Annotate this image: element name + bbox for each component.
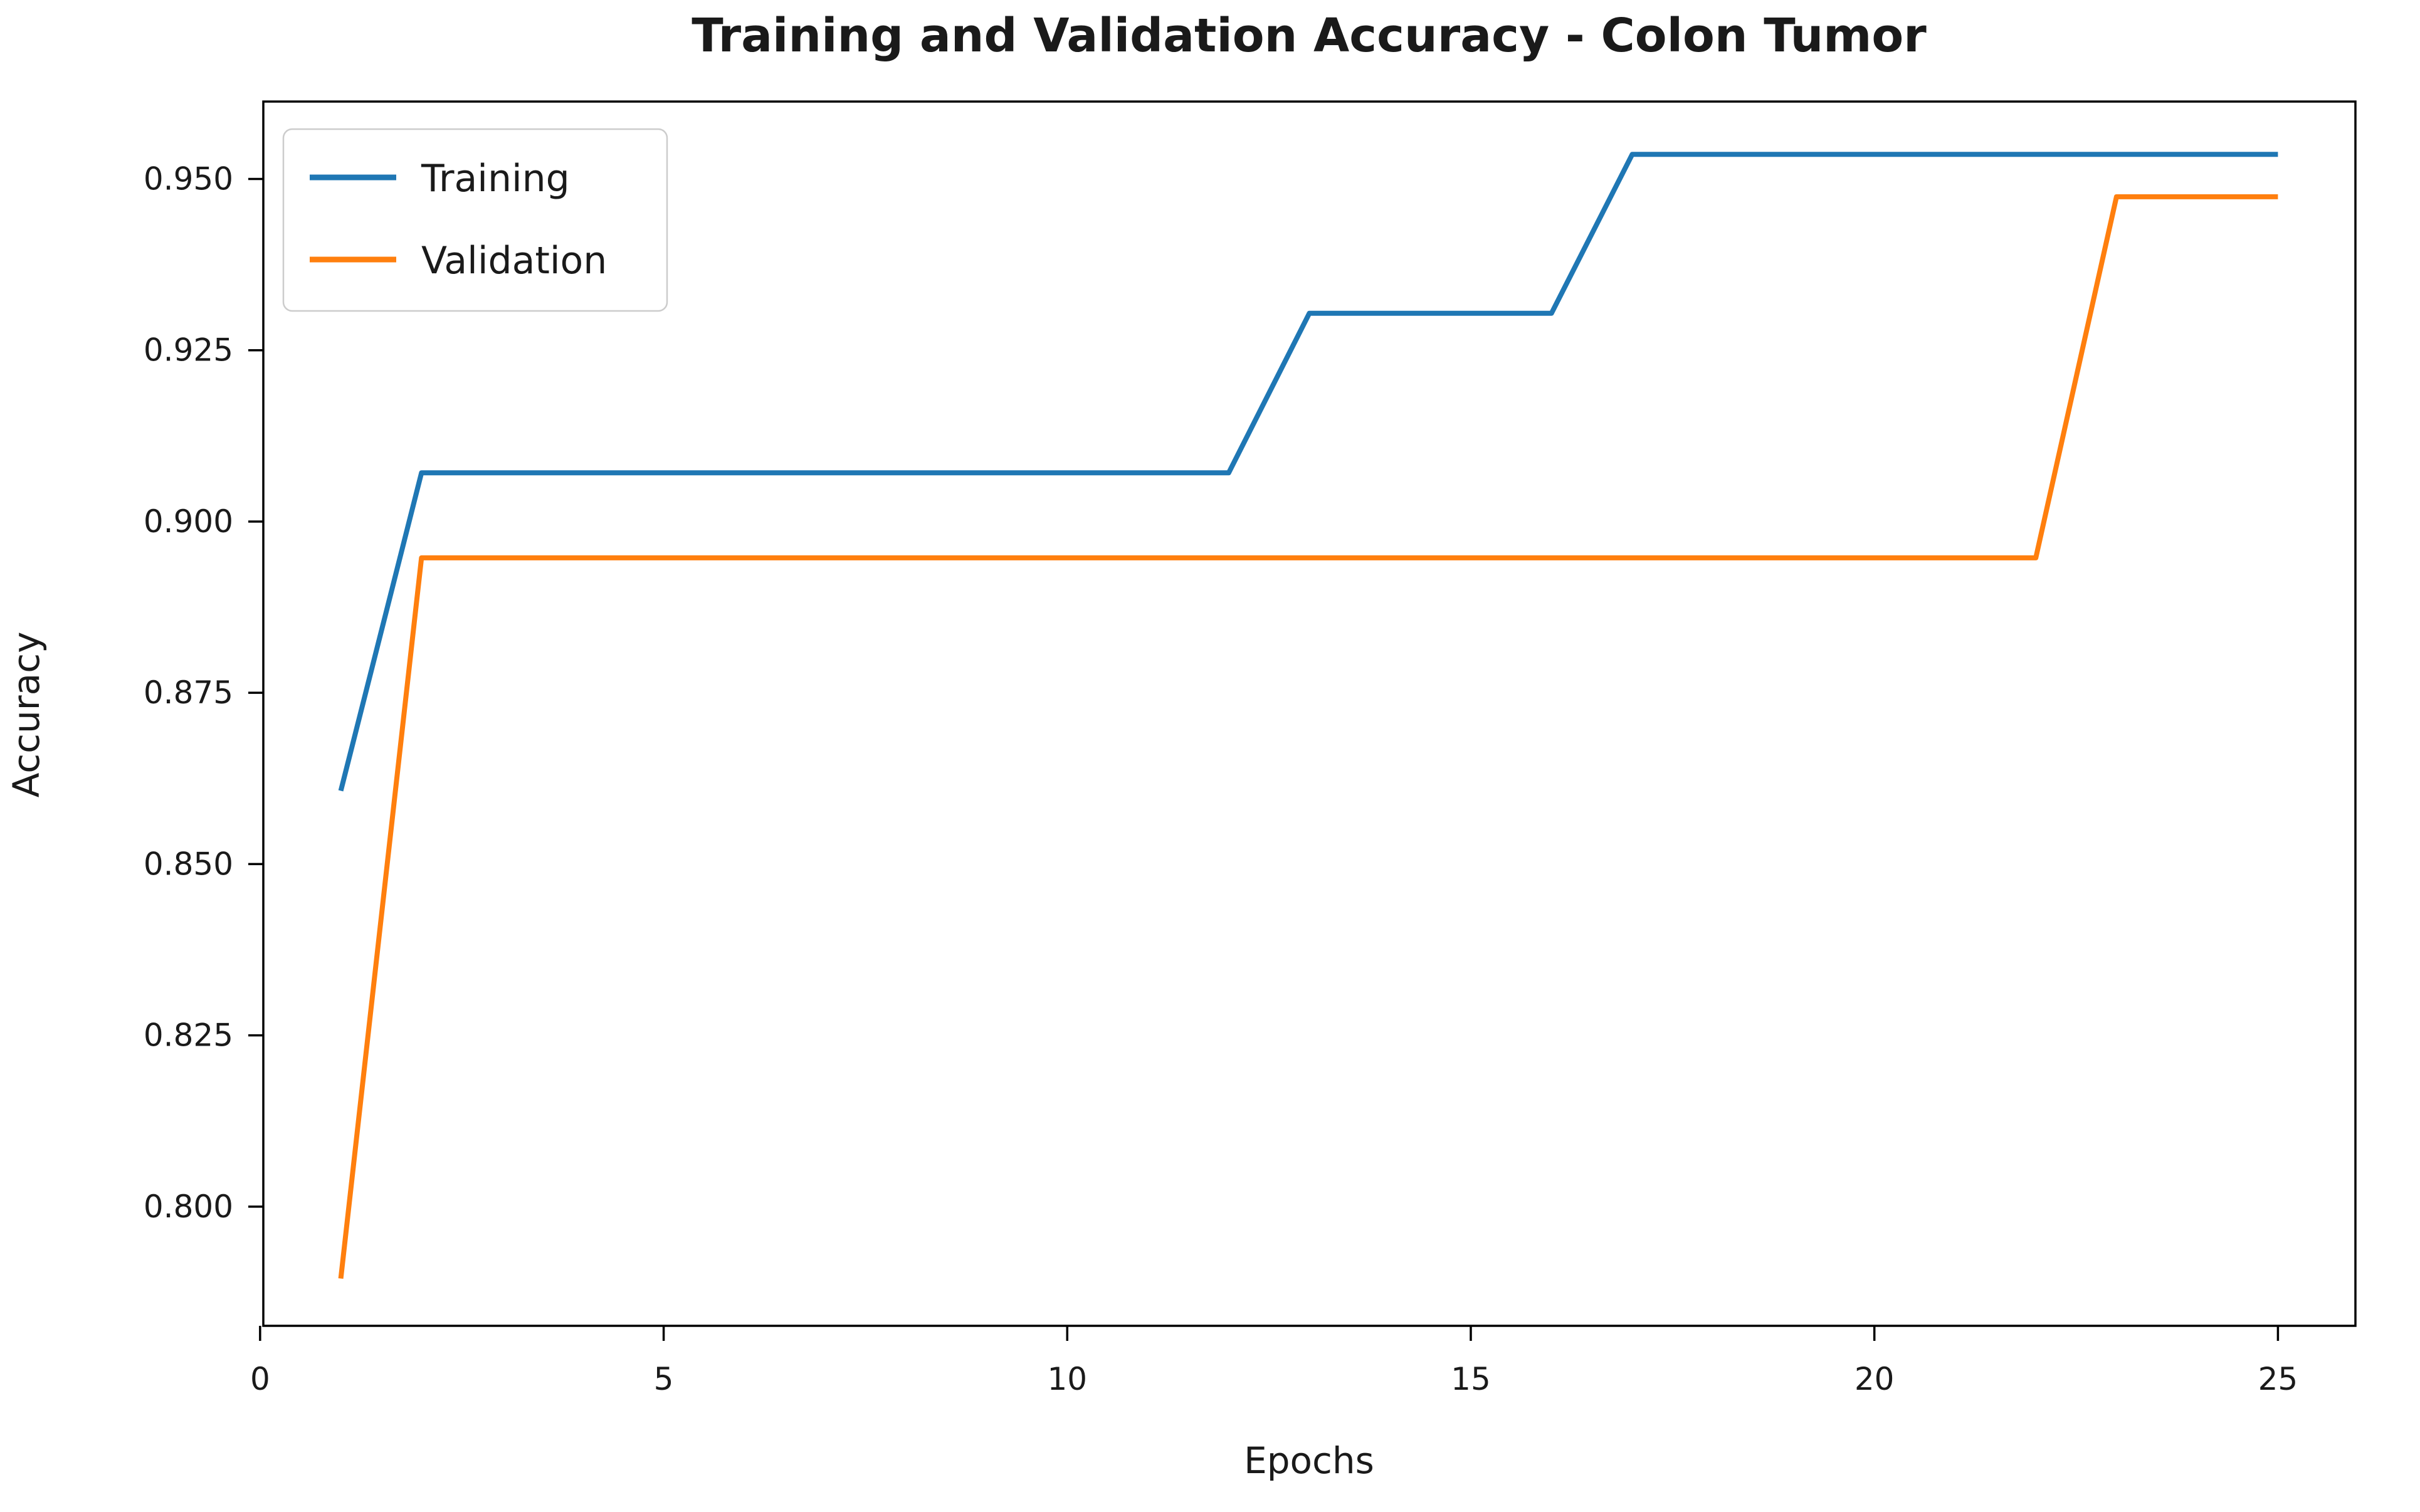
legend: Training Validation bbox=[282, 128, 668, 312]
validation-legend-label: Validation bbox=[421, 239, 607, 283]
y-tick-label-0.825: 0.825 bbox=[144, 1017, 233, 1054]
legend-entry-validation: Validation bbox=[310, 239, 607, 283]
x-tick-label-25: 25 bbox=[2258, 1361, 2298, 1397]
y-tick-label-0.925: 0.925 bbox=[144, 332, 233, 369]
training-line bbox=[338, 152, 2278, 792]
x-tick-label-15: 15 bbox=[1451, 1361, 1491, 1397]
plot-area bbox=[262, 100, 2357, 1327]
x-axis-label: Epochs bbox=[1244, 1439, 1374, 1482]
x-tick-label-20: 20 bbox=[1854, 1361, 1895, 1397]
chart-title: Training and Validation Accuracy - Colon… bbox=[692, 9, 1927, 63]
legend-entry-training: Training bbox=[310, 157, 570, 201]
y-tick-label-0.850: 0.850 bbox=[144, 846, 233, 882]
x-tick-label-10: 10 bbox=[1047, 1361, 1087, 1397]
y-tick-label-0.800: 0.800 bbox=[144, 1189, 233, 1225]
y-tick-label-0.875: 0.875 bbox=[144, 675, 233, 711]
x-tick-label-5: 5 bbox=[654, 1361, 674, 1397]
y-axis-label: Accuracy bbox=[5, 632, 48, 798]
series-lines bbox=[338, 152, 2278, 1279]
training-legend-label: Training bbox=[421, 157, 570, 201]
y-tick-label-0.950: 0.950 bbox=[144, 160, 233, 197]
x-tick-label-0: 0 bbox=[250, 1361, 270, 1397]
x-axis-ticks: 0 5 10 15 20 25 bbox=[250, 1326, 2298, 1397]
y-axis-ticks: 0.800 0.825 0.850 0.875 0.900 0.925 0.950 bbox=[144, 160, 263, 1225]
y-tick-label-0.900: 0.900 bbox=[144, 503, 233, 540]
validation-line bbox=[338, 194, 2278, 1279]
